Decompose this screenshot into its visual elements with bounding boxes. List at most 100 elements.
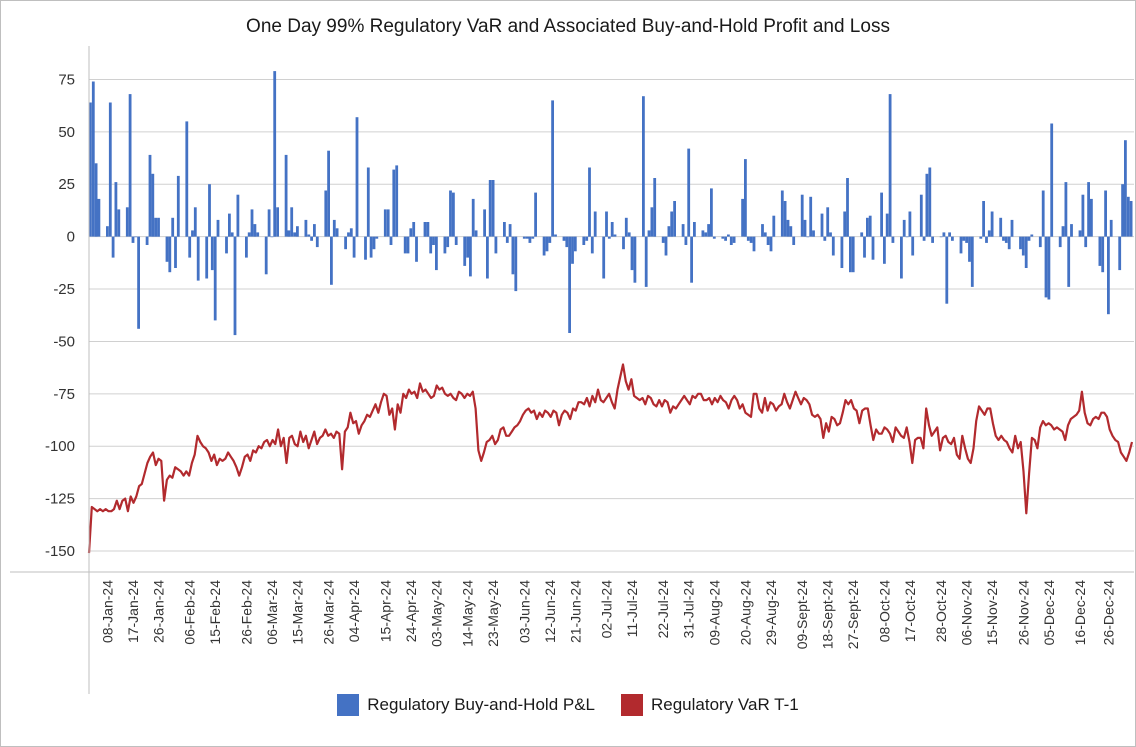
pnl-bar [1118, 236, 1122, 271]
pnl-bar [290, 207, 294, 237]
x-tick-label: 15-Feb-24 [207, 580, 223, 645]
x-tick-label: 26-Mar-24 [321, 580, 337, 645]
pnl-bar [630, 236, 634, 271]
pnl-bar [324, 190, 328, 237]
pnl-bar [335, 228, 339, 237]
x-tick-label: 08-Oct-24 [876, 580, 892, 642]
pnl-bar [670, 211, 674, 237]
pnl-bar [134, 236, 138, 238]
pnl-bar [511, 236, 515, 275]
pnl-bar [474, 230, 478, 237]
x-tick-label: 28-Oct-24 [933, 580, 949, 642]
pnl-bar [137, 236, 140, 329]
pnl-bar [230, 232, 234, 237]
x-tick-label: 23-May-24 [485, 580, 501, 647]
pnl-bar [590, 236, 594, 254]
pnl-bar [769, 236, 773, 252]
x-tick-label: 31-Jul-24 [681, 580, 697, 639]
pnl-bar [613, 234, 617, 237]
pnl-bar [1107, 236, 1110, 315]
pnl-bar [661, 236, 665, 243]
pnl-bar [900, 236, 903, 279]
pnl-bar [761, 224, 764, 237]
pnl-bar [642, 96, 645, 237]
pnl-bar [486, 236, 489, 279]
pnl-bar [403, 236, 407, 254]
x-tick-label: 17-Oct-24 [902, 580, 918, 642]
pnl-bar [111, 236, 115, 258]
pnl-bar [228, 213, 231, 237]
pnl-bar [1010, 219, 1014, 237]
pnl-bar [860, 232, 864, 237]
pnl-bar [213, 236, 217, 321]
pnl-bar [355, 117, 359, 237]
pnl-bar [987, 230, 991, 237]
x-tick-label: 24-Apr-24 [403, 580, 419, 642]
pnl-bar [585, 236, 589, 241]
pnl-bar [766, 236, 770, 245]
pnl-bar [744, 159, 747, 237]
pnl-bar [868, 215, 872, 237]
pnl-bar [304, 219, 308, 237]
pnl-bar [741, 198, 744, 237]
pnl-bar [534, 192, 537, 237]
pnl-bar [1124, 140, 1127, 237]
pnl-bar [962, 236, 966, 241]
pnl-bar [945, 236, 949, 304]
pnl-bar [236, 194, 240, 237]
x-tick-label: 09-Sept-24 [794, 580, 810, 649]
pnl-bar [1087, 182, 1090, 237]
pnl-bar [928, 167, 932, 237]
pnl-bar [948, 232, 951, 237]
pnl-bar [772, 215, 776, 237]
pnl-bar [911, 236, 915, 256]
pnl-bar [1038, 236, 1042, 248]
pnl-bar [681, 224, 685, 237]
pnl-bar [344, 236, 347, 250]
pnl-bar [1024, 236, 1028, 268]
pnl-bar [721, 236, 725, 239]
pnl-bar [185, 121, 189, 237]
pnl-bar [287, 230, 291, 237]
pnl-bar [488, 180, 492, 237]
pnl-bar [551, 100, 554, 237]
pnl-bar [1004, 236, 1008, 243]
pnl-bar [1090, 198, 1093, 237]
pnl-bar [548, 236, 552, 243]
x-tick-label: 18-Sept-24 [820, 580, 836, 649]
pnl-bar [809, 196, 813, 237]
legend-item-var: Regulatory VaR T-1 [621, 694, 799, 716]
pnl-bar [789, 226, 793, 237]
pnl-bar [463, 236, 467, 266]
x-tick-label: 06-Mar-24 [264, 580, 280, 645]
pnl-bar [905, 236, 909, 238]
pnl-bar [114, 182, 118, 237]
pnl-bar [432, 236, 435, 245]
pnl-bar [707, 224, 710, 237]
pnl-bar [1126, 196, 1130, 237]
legend: Regulatory Buy-and-Hold P&L Regulatory V… [0, 694, 1136, 716]
pnl-bar [829, 232, 832, 237]
pnl-bar [270, 236, 274, 238]
pnl-bar [276, 207, 279, 237]
pnl-bar [653, 178, 657, 237]
y-tick-label: 25 [58, 176, 75, 193]
pnl-bar [851, 236, 855, 273]
pnl-bar [724, 236, 727, 241]
pnl-bar [939, 236, 943, 238]
pnl-bar [349, 228, 353, 237]
x-tick-label: 03-Jun-24 [516, 580, 532, 643]
pnl-bar [157, 217, 160, 237]
pnl-bar [582, 236, 586, 245]
pnl-bar [296, 226, 299, 237]
pnl-bar [415, 236, 418, 262]
pnl-bar [704, 232, 708, 237]
pnl-bar [366, 167, 370, 237]
x-tick-label: 26-Dec-24 [1100, 580, 1116, 646]
pnl-bar [443, 236, 447, 254]
pnl-bar [1121, 184, 1124, 237]
pnl-bar [786, 219, 790, 237]
pnl-bar [1061, 226, 1065, 237]
